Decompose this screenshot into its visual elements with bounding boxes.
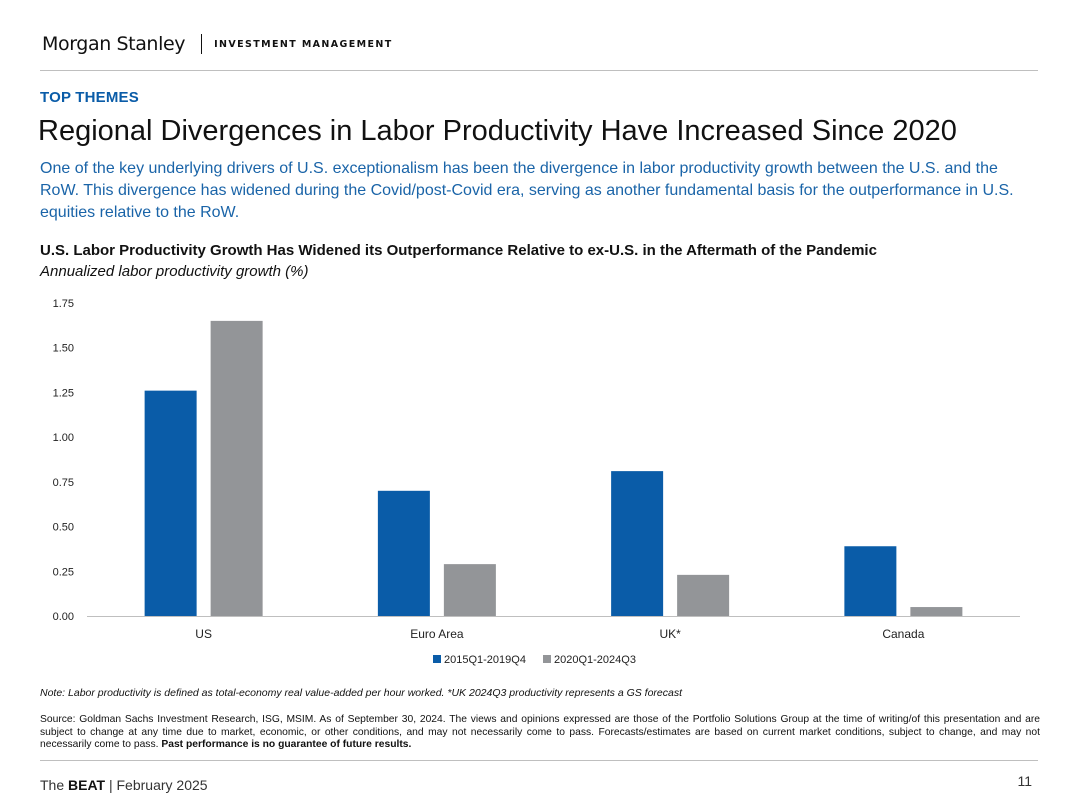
chart-note: Note: Labor productivity is defined as t… [40,687,683,699]
header-divider [201,34,203,54]
footer-brand: BEAT [68,777,106,793]
footer: The BEAT | February 2025 [40,777,208,793]
bar-us-series-1 [144,390,197,616]
source-body: Source: Goldman Sachs Investment Researc… [40,714,1040,750]
bottom-rule [40,760,1038,761]
x-tick-label: UK* [659,627,681,641]
bar-euro-area-series-1 [377,490,430,616]
footer-date: | February 2025 [105,777,208,793]
x-tick-label: Euro Area [410,627,464,641]
legend-label: 2020Q1-2024Q3 [554,654,636,666]
division-label: INVESTMENT MANAGEMENT [214,38,393,50]
legend-label: 2015Q1-2019Q4 [444,654,526,666]
bar-uk-series-1 [611,471,664,616]
header: Morgan Stanley INVESTMENT MANAGEMENT [42,32,393,56]
legend-swatch [543,655,551,663]
y-tick-label: 1.75 [53,298,74,310]
legend-swatch [433,655,441,663]
y-tick-label: 0.25 [53,566,74,578]
chart-title: U.S. Labor Productivity Growth Has Widen… [40,242,877,259]
section-eyebrow: TOP THEMES [40,89,139,106]
chart-subtitle: Annualized labor productivity growth (%) [40,263,309,280]
bar-euro-area-series-2 [443,564,496,616]
bar-us-series-2 [210,320,263,616]
y-tick-label: 1.50 [53,343,74,355]
footer-prefix: The [40,777,69,793]
y-tick-label: 1.00 [53,432,74,444]
source-text: Source: Goldman Sachs Investment Researc… [40,714,1040,752]
y-tick-label: 0.00 [53,611,74,623]
top-rule [40,70,1038,71]
y-tick-label: 1.25 [53,387,74,399]
bar-canada-series-2 [910,607,963,616]
y-tick-label: 0.75 [53,477,74,489]
bar-chart: 0.00 0.25 0.50 0.75 1.00 1.25 1.50 1.75 US Euro A… [53,298,1020,666]
y-tick-label: 0.50 [53,522,74,534]
page-title: Regional Divergences in Labor Productivi… [38,115,957,147]
x-tick-label: Canada [882,627,924,641]
page-number: 11 [1017,773,1032,789]
morgan-stanley-logo: Morgan Stanley [42,33,186,55]
x-tick-label: US [195,627,212,641]
bar-uk-series-2 [677,574,730,616]
source-disclaimer: Past performance is no guarantee of futu… [161,739,412,750]
bar-canada-series-1 [844,546,897,616]
page-subtitle: One of the key underlying drivers of U.S… [40,160,1014,221]
